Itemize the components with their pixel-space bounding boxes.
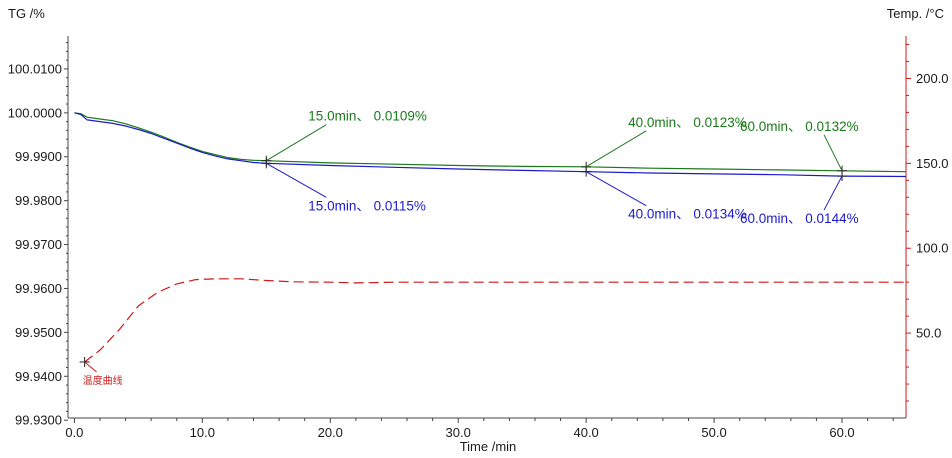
annotation-label: 15.0min、 0.0115% xyxy=(308,198,426,213)
annotation-leader xyxy=(823,175,843,211)
tg-curve-blue xyxy=(74,112,907,178)
left-tick-label: 99.9400 xyxy=(15,369,62,384)
x-tick-label: 10.0 xyxy=(190,425,215,440)
temperature-leader xyxy=(84,361,97,373)
x-tick-label: 20.0 xyxy=(318,425,343,440)
left-tick-label: 100.0100 xyxy=(8,61,62,76)
series-layer xyxy=(74,112,907,363)
right-tick-label: 200.0 xyxy=(916,71,949,86)
annotation-leader xyxy=(585,130,647,168)
axes-layer: 99.9300 99.9400 99.9500 99.9600 99.9700 99.98… xyxy=(8,36,949,440)
annotation-leader xyxy=(266,162,327,198)
left-tick-label: 99.9600 xyxy=(15,281,62,296)
annotation-label: 60.0min、 0.0132% xyxy=(740,119,859,134)
tg-curve-green xyxy=(74,112,907,173)
right-axis-title: Temp. /°C xyxy=(887,6,944,21)
annotation-layer: 15.0min、 0.0109% 40.0min、 0.0123%60.0min、… xyxy=(79,109,859,387)
right-tick-label: 50.0 xyxy=(916,326,941,341)
right-tick-label: 150.0 xyxy=(916,156,949,171)
left-tick-label: 99.9800 xyxy=(15,193,62,208)
temperature-curve xyxy=(84,278,906,363)
right-tick-label: 100.0 xyxy=(916,241,949,256)
left-tick-label: 99.9900 xyxy=(15,149,62,164)
temperature-curve-label: 温度曲线 xyxy=(83,374,123,387)
x-tick-label: 30.0 xyxy=(446,425,471,440)
annotation-leader xyxy=(585,171,647,207)
annotation-leader xyxy=(266,124,327,162)
x-tick-label: 40.0 xyxy=(573,425,598,440)
left-tick-label: 99.9500 xyxy=(15,325,62,340)
left-tick-label: 99.9700 xyxy=(15,237,62,252)
annotation-label: 15.0min、 0.0109% xyxy=(308,109,427,124)
x-tick-label: 0.0 xyxy=(65,425,83,440)
x-tick-label: 50.0 xyxy=(701,425,726,440)
annotation-label: 40.0min、 0.0134% xyxy=(628,207,747,222)
left-tick-label: 100.0000 xyxy=(8,105,62,120)
annotation-leader xyxy=(823,134,843,172)
left-tick-label: 99.9300 xyxy=(15,413,62,428)
x-tick-label: 60.0 xyxy=(829,425,854,440)
left-axis-title: TG /% xyxy=(8,6,45,21)
annotation-label: 60.0min、 0.0144% xyxy=(740,211,859,226)
x-axis-title: Time /min xyxy=(460,439,517,454)
annotation-label: 40.0min、 0.0123% xyxy=(628,115,747,130)
